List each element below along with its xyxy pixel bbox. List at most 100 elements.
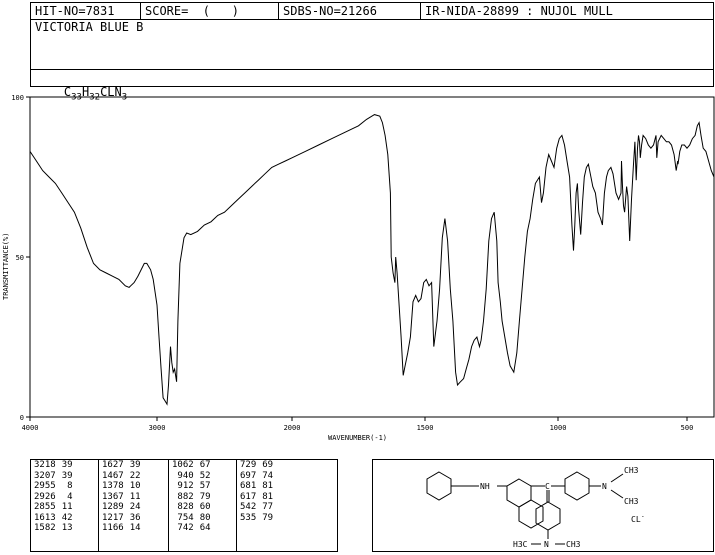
formula-divider (31, 69, 713, 70)
peak-row: 681 81 (237, 481, 276, 492)
peak-transmittance: 69 (262, 460, 274, 470)
peak-transmittance: 10 (129, 481, 141, 491)
peak-transmittance: 81 (262, 491, 274, 502)
peak-wavenumber: 3207 (34, 470, 56, 481)
peak-wavenumber: 535 (240, 512, 257, 523)
peak-transmittance: 57 (199, 481, 211, 491)
naphthyl-ring-a (506, 478, 532, 508)
peak-wavenumber: 742 (177, 523, 194, 533)
peak-wavenumber: 882 (177, 491, 194, 502)
peak-wavenumber: 542 (240, 502, 257, 512)
peak-transmittance: 79 (199, 491, 211, 502)
peak-column-1: 3218 39 3207 39 2955 8 2926 4 2855 11 1613 42 1582 13 (31, 460, 99, 551)
peak-transmittance: 11 (129, 491, 141, 502)
peak-column-2: 1627 39 1467 22 1378 10 1367 11 1289 24 1217 36 1166… (99, 460, 169, 551)
peak-transmittance: 79 (262, 512, 274, 523)
y-tick-label: 0 (20, 414, 24, 422)
peak-row: 1613 42 (31, 513, 76, 524)
peak-wavenumber: 1062 (172, 460, 194, 470)
methyl-label-1: CH3 (624, 466, 639, 475)
peak-row: 882 79 (169, 492, 214, 503)
peak-wavenumber: 1467 (102, 470, 124, 481)
peak-wavenumber: 2855 (34, 502, 56, 512)
peak-transmittance: 39 (61, 460, 73, 470)
peak-wavenumber: 1378 (102, 481, 124, 491)
peak-row: 1378 10 (99, 481, 144, 492)
plot-frame (29, 96, 715, 418)
y-axis-label: TRANSMITTANCE(%) (2, 233, 10, 300)
hit-number: HIT-NO=7831 (31, 3, 141, 20)
peak-row: 729 69 (237, 460, 276, 471)
peak-transmittance: 13 (61, 523, 73, 533)
peak-wavenumber: 912 (177, 481, 194, 491)
peak-wavenumber: 1367 (102, 491, 124, 502)
peak-wavenumber: 2955 (34, 481, 56, 491)
peak-wavenumber: 697 (240, 470, 257, 481)
peak-row: 912 57 (169, 481, 214, 492)
phenyl-ring (426, 471, 452, 501)
peak-row: 742 64 (169, 523, 214, 534)
peak-transmittance: 60 (199, 502, 211, 512)
peak-transmittance: 74 (262, 470, 274, 481)
spectrum-line (29, 114, 715, 406)
peak-wavenumber: 3218 (34, 460, 56, 470)
peak-row: 1289 24 (99, 502, 144, 513)
peak-row: 3207 39 (31, 471, 76, 482)
y-tick-label: 50 (16, 254, 24, 262)
methyl-label-3: H3C (513, 540, 528, 549)
peak-wavenumber: 940 (177, 470, 194, 481)
y-tick-label: 100 (11, 94, 24, 102)
peak-column-3: 1062 67 940 52 912 57 882 79 828 60 754 80 742 64 (169, 460, 237, 551)
central-carbon-label: C (545, 482, 550, 491)
sdbs-number: SDBS-NO=21266 (279, 3, 421, 20)
peak-row: 1367 11 (99, 492, 144, 503)
peak-row: 617 81 (237, 492, 276, 503)
peak-row: 535 79 (237, 513, 276, 524)
series-group (29, 114, 715, 406)
chloride-label: CL (631, 515, 641, 524)
y-axis-ticks: 100 50 0 (11, 94, 30, 422)
aryl-ring-right (564, 471, 590, 501)
peak-transmittance: 22 (129, 470, 141, 481)
peak-wavenumber: 617 (240, 491, 257, 502)
peak-wavenumber: 1289 (102, 502, 124, 512)
chloride-charge: - (641, 513, 645, 520)
peak-row: 940 52 (169, 471, 214, 482)
peak-transmittance: 36 (129, 512, 141, 523)
peak-transmittance: 14 (129, 523, 141, 533)
peak-wavenumber: 729 (240, 460, 257, 470)
molecule-structure: NH C N CH3 CH3 CL - H3C N CH3 (426, 466, 645, 549)
peak-wavenumber: 1627 (102, 460, 124, 470)
peak-row: 1062 67 (169, 460, 214, 471)
peak-transmittance: 8 (67, 481, 73, 491)
peak-column-4: 729 69 697 74 681 81 617 81 542 77 535 79 (237, 460, 337, 551)
peak-row: 2855 11 (31, 502, 76, 513)
peak-wavenumber: 2926 (34, 491, 56, 502)
naphthyl-ring-b (518, 499, 544, 529)
peak-transmittance: 42 (61, 512, 73, 523)
peak-transmittance: 77 (262, 502, 274, 512)
peak-row: 1627 39 (99, 460, 144, 471)
methyl-label-2: CH3 (624, 497, 639, 506)
x-tick-label: 500 (681, 424, 694, 432)
x-tick-label: 3000 (149, 424, 166, 432)
peak-row: 542 77 (237, 502, 276, 513)
x-axis-ticks: 4000 3000 2000 1500 1000 500 (22, 417, 694, 432)
nh-label: NH (480, 482, 490, 491)
peak-transmittance: 52 (199, 470, 211, 481)
x-tick-label: 4000 (22, 424, 39, 432)
peak-row: 2926 4 (31, 492, 76, 503)
peak-row: 3218 39 (31, 460, 76, 471)
peak-transmittance: 39 (129, 460, 141, 470)
x-tick-label: 1000 (550, 424, 567, 432)
x-tick-label: 2000 (284, 424, 301, 432)
peak-transmittance: 81 (262, 481, 274, 491)
structure-box: NH C N CH3 CH3 CL - H3C N CH3 (372, 459, 714, 552)
peak-wavenumber: 754 (177, 512, 194, 523)
peak-wavenumber: 1613 (34, 512, 56, 523)
peak-wavenumber: 1582 (34, 523, 56, 533)
iminium-n-label: N (544, 540, 549, 549)
peak-transmittance: 39 (61, 470, 73, 481)
methyl-label-4: CH3 (566, 540, 581, 549)
